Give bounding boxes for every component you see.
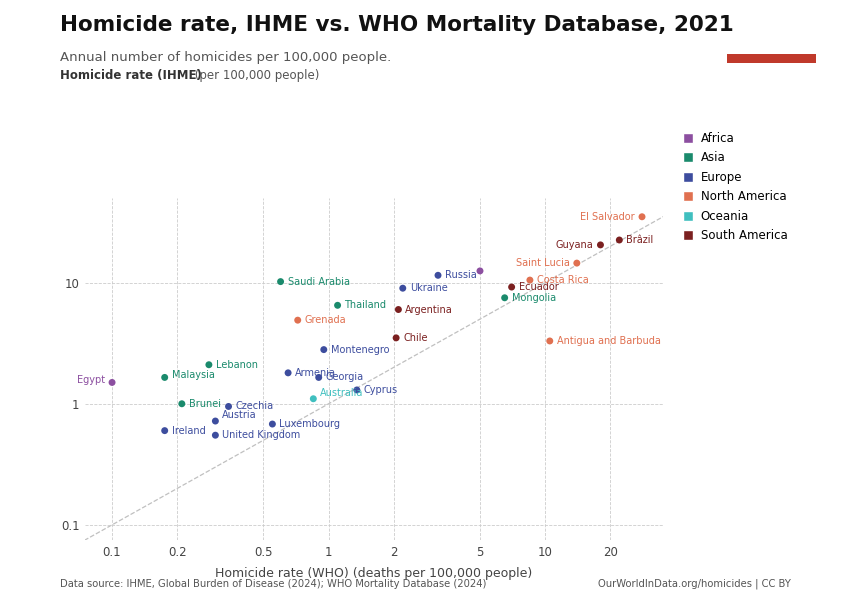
X-axis label: Homicide rate (WHO) (deaths per 100,000 people): Homicide rate (WHO) (deaths per 100,000 …: [215, 567, 533, 580]
Text: Brâzil: Brâzil: [626, 235, 654, 245]
Point: [635, 212, 649, 221]
Text: Saint Lucia: Saint Lucia: [516, 258, 570, 268]
Text: Costa Rica: Costa Rica: [537, 275, 588, 285]
Point: [291, 316, 304, 325]
Text: Armenia: Armenia: [295, 368, 336, 378]
Legend: Africa, Asia, Europe, North America, Oceania, South America: Africa, Asia, Europe, North America, Oce…: [682, 132, 787, 242]
Text: Georgia: Georgia: [326, 373, 364, 382]
Point: [570, 259, 584, 268]
Point: [543, 336, 557, 346]
Text: Argentina: Argentina: [405, 305, 453, 314]
Point: [307, 394, 320, 404]
Text: Czechia: Czechia: [235, 401, 274, 412]
Text: Egypt: Egypt: [77, 374, 105, 385]
Text: El Salvador: El Salvador: [581, 212, 635, 222]
Text: Australia: Australia: [320, 388, 364, 398]
Point: [498, 293, 512, 302]
Point: [431, 271, 445, 280]
Point: [208, 416, 222, 426]
Text: Luxembourg: Luxembourg: [280, 419, 340, 429]
Point: [281, 368, 295, 377]
Text: Lebanon: Lebanon: [216, 360, 258, 370]
Text: Russia: Russia: [445, 271, 477, 280]
Text: United Kingdom: United Kingdom: [223, 430, 301, 440]
Text: Cyprus: Cyprus: [364, 385, 398, 395]
Text: Brunei: Brunei: [189, 399, 221, 409]
Point: [105, 377, 119, 387]
Text: Thailand: Thailand: [344, 301, 387, 310]
Point: [473, 266, 487, 276]
Point: [523, 275, 536, 285]
Point: [208, 430, 222, 440]
Text: Ireland: Ireland: [172, 425, 206, 436]
Point: [158, 426, 172, 436]
Text: Ecuador: Ecuador: [518, 282, 558, 292]
Text: Data source: IHME, Global Burden of Disease (2024); WHO Mortality Database (2024: Data source: IHME, Global Burden of Dise…: [60, 579, 486, 589]
Point: [331, 301, 344, 310]
Text: Annual number of homicides per 100,000 people.: Annual number of homicides per 100,000 p…: [60, 51, 391, 64]
Point: [389, 333, 403, 343]
Text: Ukraine: Ukraine: [410, 283, 447, 293]
Text: Antigua and Barbuda: Antigua and Barbuda: [557, 336, 660, 346]
Text: Saudi Arabia: Saudi Arabia: [287, 277, 349, 287]
Point: [202, 360, 216, 370]
Point: [274, 277, 287, 286]
Text: Our World: Our World: [741, 22, 801, 32]
Point: [312, 373, 326, 382]
Point: [222, 401, 235, 411]
Point: [175, 399, 189, 409]
Text: Grenada: Grenada: [304, 315, 346, 325]
Point: [158, 373, 172, 382]
Text: Austria: Austria: [223, 410, 257, 421]
Text: Homicide rate, IHME vs. WHO Mortality Database, 2021: Homicide rate, IHME vs. WHO Mortality Da…: [60, 15, 734, 35]
Bar: [727, 54, 816, 63]
Point: [265, 419, 279, 429]
Point: [593, 240, 607, 250]
Point: [613, 235, 626, 245]
Point: [396, 283, 410, 293]
Text: Chile: Chile: [403, 333, 428, 343]
Text: OurWorldInData.org/homicides | CC BY: OurWorldInData.org/homicides | CC BY: [598, 578, 790, 589]
Text: Homicide rate (IHME): Homicide rate (IHME): [60, 69, 201, 82]
Text: in Data: in Data: [750, 37, 792, 47]
Point: [317, 345, 331, 355]
Text: Malaysia: Malaysia: [172, 370, 214, 380]
Text: Mongolia: Mongolia: [512, 293, 556, 303]
Text: (per 100,000 people): (per 100,000 people): [191, 69, 320, 82]
Point: [350, 385, 364, 395]
Text: Montenegro: Montenegro: [331, 344, 389, 355]
Point: [505, 282, 518, 292]
Point: [392, 305, 405, 314]
Text: Guyana: Guyana: [556, 240, 593, 250]
